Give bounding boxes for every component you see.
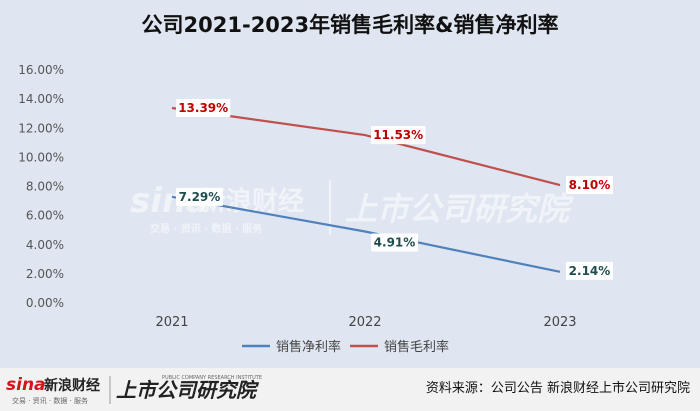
- data-label-box: [371, 126, 426, 145]
- data-label-box: [176, 99, 231, 118]
- legend-label-net: 销售净利率: [276, 339, 341, 355]
- footer-institute: 上市公司研究院: [116, 378, 260, 402]
- watermark-institute: 上市公司研究院: [345, 190, 574, 228]
- legend-label-gross: 销售毛利率: [384, 339, 449, 355]
- series-line-net-margin: [171, 195, 561, 273]
- data-label: 8.10%: [566, 176, 613, 195]
- data-label-box: [176, 187, 223, 206]
- y-tick-label: 12.00%: [18, 121, 64, 135]
- y-tick-label: 4.00%: [26, 238, 64, 252]
- x-tick-label: 2023: [543, 315, 576, 330]
- data-label-text: 8.10%: [569, 178, 611, 192]
- y-tick-label: 2.00%: [26, 267, 64, 281]
- data-label-text: 7.29%: [179, 190, 221, 204]
- footer-bar: [0, 368, 700, 411]
- data-label: 13.39%: [176, 99, 231, 118]
- y-tick-label: 14.00%: [18, 92, 64, 106]
- watermark-sub: 交易 · 资讯 · 数据 · 服务: [150, 222, 263, 235]
- y-tick-label: 8.00%: [26, 180, 64, 194]
- series-line-gross-margin: [171, 106, 561, 187]
- y-axis: 0.00% 2.00% 4.00% 6.00% 8.00% 10.00% 12.00% 14.…: [18, 63, 64, 310]
- data-labels: 7.29% 4.91% 2.14% 13.39% 11.53% 8.10%: [176, 99, 613, 280]
- data-label: 2.14%: [566, 261, 613, 280]
- y-tick-label: 0.00%: [26, 296, 64, 310]
- data-label-box: [566, 176, 613, 195]
- watermark: sina 新浪财经 交易 · 资讯 · 数据 · 服务 上市公司研究院: [130, 180, 574, 235]
- x-tick-label: 2022: [348, 315, 381, 330]
- x-tick-label: 2021: [155, 315, 188, 330]
- chart-title: 公司2021-2023年销售毛利率&销售净利率: [142, 13, 559, 37]
- data-label-box: [371, 233, 418, 252]
- source-note: 资料来源：公司公告 新浪财经上市公司研究院: [426, 380, 690, 396]
- data-label: 7.29%: [176, 187, 223, 206]
- footer-institute-en: PUBLIC COMPANY RESEARCH INSTITUTE: [162, 375, 262, 381]
- data-label-text: 13.39%: [178, 101, 228, 115]
- data-label-box: [566, 261, 613, 280]
- y-tick-label: 6.00%: [26, 209, 64, 223]
- data-label: 4.91%: [371, 233, 418, 252]
- x-axis: 2021 2022 2023: [155, 315, 576, 330]
- footer-logo: sina 新浪财经 交易 · 资讯 · 数据 · 服务 上市公司研究院 PUBL…: [6, 375, 262, 405]
- data-label-text: 2.14%: [569, 264, 611, 278]
- y-tick-label: 16.00%: [18, 63, 64, 77]
- data-label: 11.53%: [371, 126, 426, 145]
- footer-logo-sina: sina: [6, 375, 46, 395]
- y-tick-label: 10.00%: [18, 150, 64, 164]
- footer-logo-sub: 交易 · 资讯 · 数据 · 服务: [12, 396, 88, 405]
- data-label-text: 11.53%: [373, 128, 423, 142]
- footer-logo-brand: 新浪财经: [44, 377, 100, 394]
- series-layer: [171, 106, 561, 273]
- data-label-text: 4.91%: [374, 235, 416, 249]
- legend: 销售净利率 销售毛利率: [242, 339, 449, 355]
